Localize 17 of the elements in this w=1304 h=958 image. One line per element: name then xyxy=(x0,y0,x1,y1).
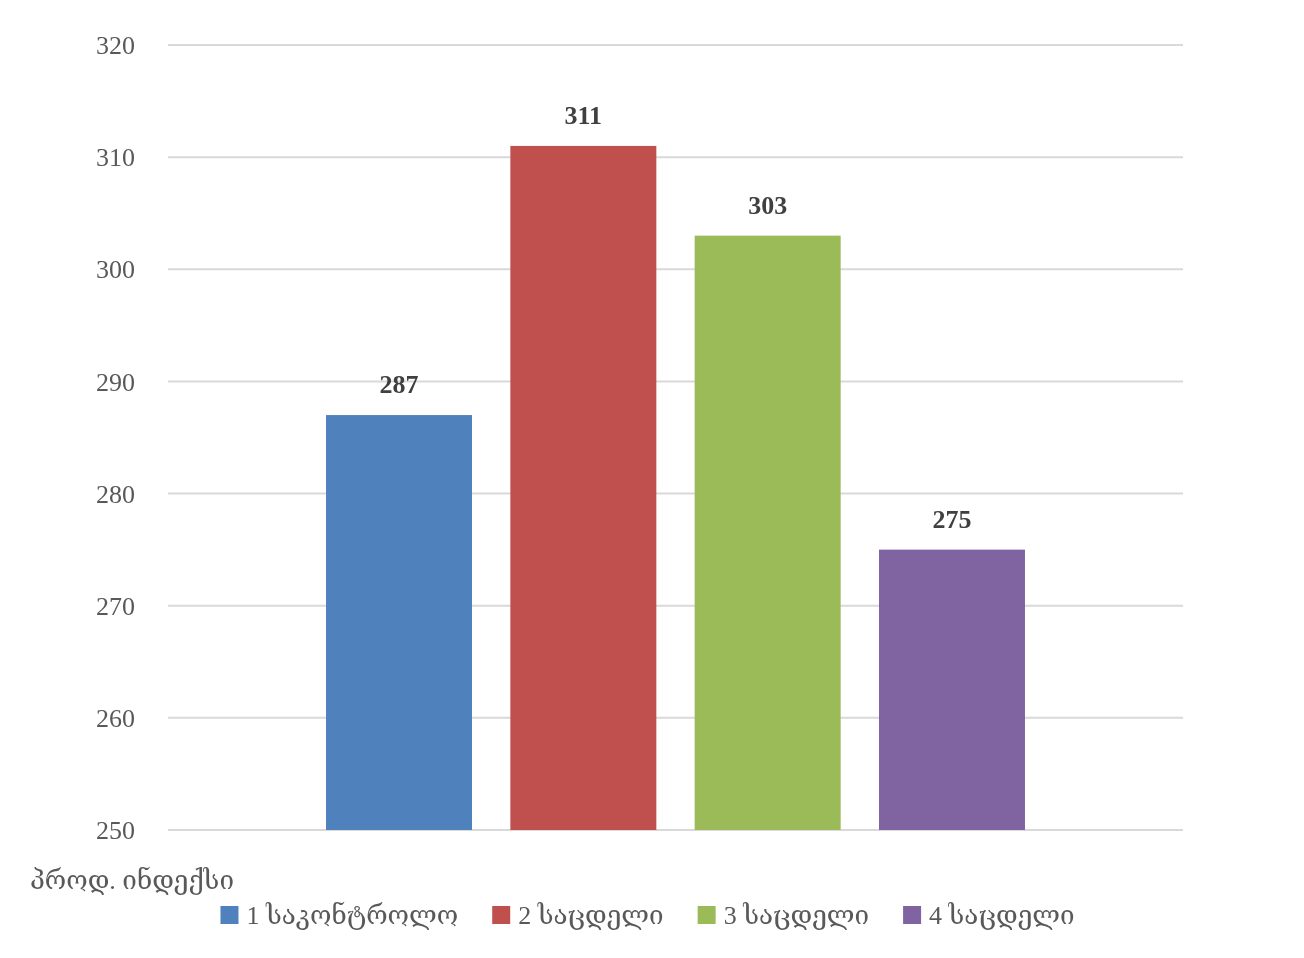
y-tick-label: 320 xyxy=(96,31,135,61)
data-label: 303 xyxy=(748,190,788,220)
legend-label: 2 საცდელი xyxy=(518,901,664,931)
y-tick-label: 260 xyxy=(96,703,135,733)
legend-label: 3 საცდელი xyxy=(723,901,870,931)
data-label: 287 xyxy=(379,370,419,400)
data-label: 275 xyxy=(932,504,972,534)
data-label: 311 xyxy=(564,100,603,130)
legend-label: 1 საკონტროლო xyxy=(246,901,459,931)
legend-label: 4 საცდელი xyxy=(929,901,1075,931)
x-axis-title: პროდ. ინდექსი xyxy=(30,866,234,896)
y-tick-label: 310 xyxy=(96,143,135,173)
y-tick-label: 290 xyxy=(96,367,135,397)
y-tick-label: 270 xyxy=(96,591,135,621)
y-tick-label: 250 xyxy=(96,816,135,846)
y-tick-label: 300 xyxy=(96,255,135,285)
y-tick-label: 280 xyxy=(96,479,135,509)
